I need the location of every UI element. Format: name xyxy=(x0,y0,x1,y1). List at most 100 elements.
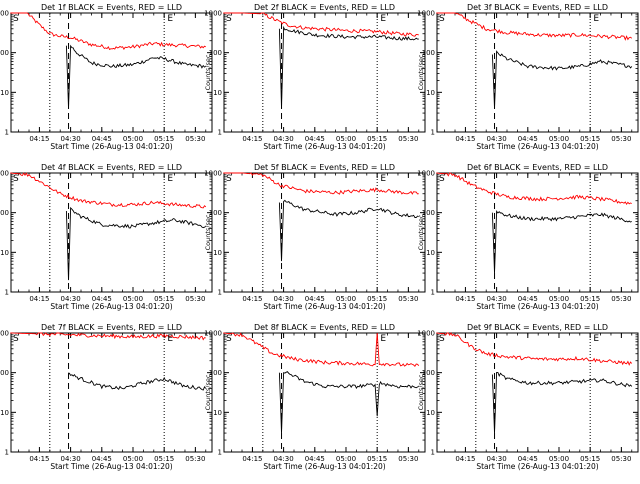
x-tick-label: 05:30 xyxy=(611,455,631,463)
panel-title: Det 7f BLACK = Events, RED = LLD xyxy=(41,323,182,332)
panel-det-7f: Det 7f BLACK = Events, RED = LLD 1 10 100 10… xyxy=(0,323,213,471)
series-lld-line xyxy=(10,12,207,51)
plot-frame xyxy=(10,172,213,293)
panel-det-3f: Det 3f BLACK = Events, RED = LLD 1 10 100 10… xyxy=(417,3,639,151)
start-marker-label: S xyxy=(226,334,232,344)
x-axis-label: Start Time (26-Aug-13 04:01:20) xyxy=(476,302,598,311)
x-tick-label: 05:00 xyxy=(123,135,143,143)
y-tick-label: 1000 xyxy=(417,330,435,338)
series-events-line xyxy=(491,210,632,274)
panel-title: Det 9f BLACK = Events, RED = LLD xyxy=(467,323,608,332)
y-tick-label: 1 xyxy=(218,449,222,457)
x-axis-label: Start Time (26-Aug-13 04:01:20) xyxy=(50,142,172,151)
series-events-line xyxy=(65,206,207,281)
series-lld-line xyxy=(223,332,420,368)
x-tick-label: 04:15 xyxy=(455,135,475,143)
series-lld-line xyxy=(223,12,419,37)
series-events-line xyxy=(65,44,207,109)
x-tick-label: 05:15 xyxy=(367,135,387,143)
y-tick-label: 100 xyxy=(0,369,9,377)
x-tick-label: 05:15 xyxy=(580,295,600,303)
plot-frame xyxy=(436,12,639,133)
y-tick-label: 10 xyxy=(426,409,435,417)
x-tick-label: 04:45 xyxy=(305,455,325,463)
start-marker-label: S xyxy=(439,174,445,184)
end-marker-label: E xyxy=(167,334,173,344)
x-axis-label: Start Time (26-Aug-13 04:01:20) xyxy=(263,462,385,471)
end-marker-label: E xyxy=(167,14,173,24)
x-tick-label: 04:15 xyxy=(455,455,475,463)
y-tick-label: 1000 xyxy=(0,170,9,178)
x-axis-label: Start Time (26-Aug-13 04:01:20) xyxy=(476,142,598,151)
x-tick-label: 05:00 xyxy=(123,455,143,463)
x-tick-label: 04:30 xyxy=(274,455,294,463)
panel-title: Det 1f BLACK = Events, RED = LLD xyxy=(41,3,182,12)
start-marker-label: S xyxy=(439,334,445,344)
panel-title: Det 4f BLACK = Events, RED = LLD xyxy=(41,163,182,172)
series-events-line xyxy=(278,371,419,434)
x-tick-label: 04:30 xyxy=(487,455,507,463)
y-tick-label: 10 xyxy=(213,89,222,97)
x-tick-label: 05:15 xyxy=(154,135,174,143)
y-tick-label: 10 xyxy=(0,249,9,257)
x-tick-label: 05:30 xyxy=(398,295,418,303)
x-tick-label: 04:30 xyxy=(61,135,81,143)
series-lld-line xyxy=(436,332,633,366)
x-tick-label: 04:15 xyxy=(29,135,49,143)
x-axis-label: Start Time (26-Aug-13 04:01:20) xyxy=(476,462,598,471)
x-tick-label: 04:45 xyxy=(518,295,538,303)
series-events-line xyxy=(491,50,633,109)
end-marker-label: E xyxy=(380,14,386,24)
y-tick-label: 10 xyxy=(426,89,435,97)
panel-title: Det 2f BLACK = Events, RED = LLD xyxy=(254,3,395,12)
y-tick-label: 1000 xyxy=(204,10,222,18)
panel-title: Det 3f BLACK = Events, RED = LLD xyxy=(467,3,608,12)
y-tick-label: 1000 xyxy=(417,170,435,178)
y-tick-label: 100 xyxy=(209,209,222,217)
y-axis-label: Counts/sec xyxy=(204,214,212,250)
y-axis-label: Counts/sec xyxy=(204,54,212,90)
x-tick-label: 04:30 xyxy=(487,295,507,303)
y-tick-label: 10 xyxy=(0,409,9,417)
y-tick-label: 1 xyxy=(431,449,435,457)
y-tick-label: 1000 xyxy=(0,330,9,338)
x-tick-label: 04:15 xyxy=(29,295,49,303)
start-marker-label: S xyxy=(226,14,232,24)
series-lld-line xyxy=(10,332,206,341)
x-tick-label: 04:15 xyxy=(242,455,262,463)
series-lld-line xyxy=(223,172,419,195)
series-events-line xyxy=(68,372,207,391)
start-marker-label: S xyxy=(13,334,19,344)
y-tick-label: 100 xyxy=(209,369,222,377)
panel-det-5f: Det 5f BLACK = Events, RED = LLD 1 10 100 10… xyxy=(204,163,426,311)
y-tick-label: 100 xyxy=(0,209,9,217)
plot-frame xyxy=(223,172,426,293)
y-tick-label: 10 xyxy=(213,409,222,417)
x-tick-label: 04:30 xyxy=(274,135,294,143)
y-axis-label: Counts/sec xyxy=(417,214,425,250)
x-tick-label: 04:45 xyxy=(92,455,112,463)
x-tick-label: 05:00 xyxy=(336,135,356,143)
x-tick-label: 04:45 xyxy=(92,295,112,303)
series-lld-line xyxy=(436,12,633,41)
end-marker-label: E xyxy=(380,174,386,184)
y-tick-label: 1 xyxy=(5,129,9,137)
panel-det-2f: Det 2f BLACK = Events, RED = LLD 1 10 100 10… xyxy=(204,3,426,151)
series-lld-line xyxy=(436,172,632,206)
x-tick-label: 04:45 xyxy=(518,135,538,143)
x-tick-label: 05:30 xyxy=(185,295,205,303)
x-tick-label: 05:15 xyxy=(154,455,174,463)
x-tick-label: 05:15 xyxy=(154,295,174,303)
panel-title: Det 8f BLACK = Events, RED = LLD xyxy=(254,323,395,332)
x-tick-label: 04:30 xyxy=(61,295,81,303)
y-tick-label: 1 xyxy=(5,289,9,297)
y-tick-label: 10 xyxy=(0,89,9,97)
y-axis-label: Counts/sec xyxy=(204,374,212,410)
panel-title: Det 6f BLACK = Events, RED = LLD xyxy=(467,163,608,172)
end-marker-label: E xyxy=(167,174,173,184)
x-tick-label: 04:15 xyxy=(242,295,262,303)
panel-title: Det 5f BLACK = Events, RED = LLD xyxy=(254,163,395,172)
series-events-line xyxy=(491,371,633,434)
x-tick-label: 04:45 xyxy=(305,295,325,303)
y-tick-label: 100 xyxy=(0,49,9,57)
